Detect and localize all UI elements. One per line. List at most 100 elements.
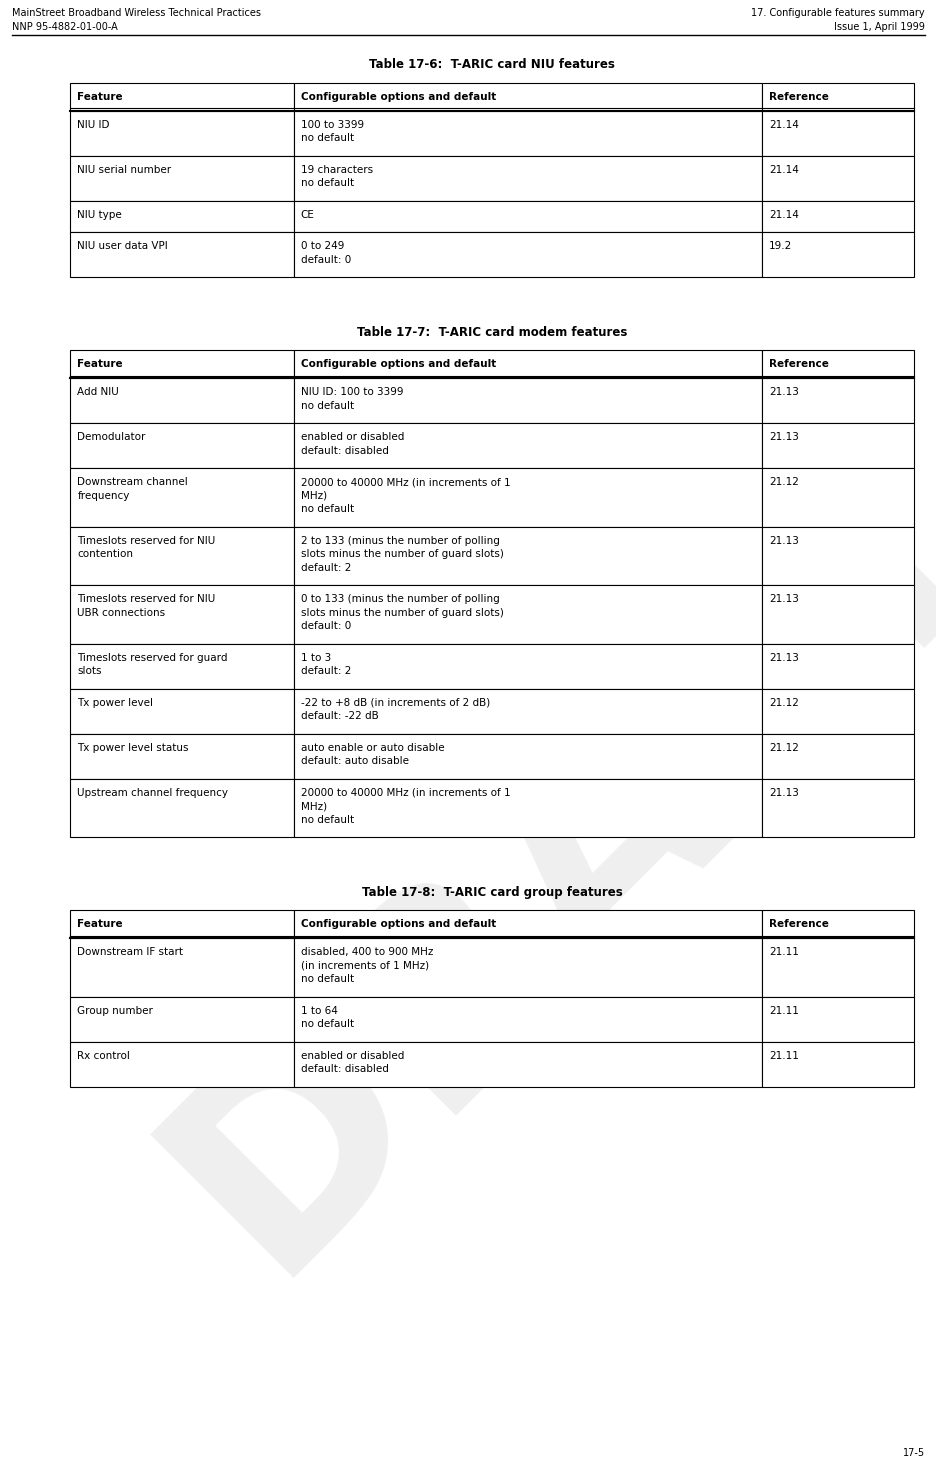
Text: Reference: Reference: [768, 92, 827, 102]
Text: default: auto disable: default: auto disable: [300, 757, 408, 766]
Text: 21.13: 21.13: [768, 432, 797, 443]
Text: Table 17-6:  T-ARIC card NIU features: Table 17-6: T-ARIC card NIU features: [369, 59, 614, 71]
Bar: [70, 201, 294, 233]
Text: UBR connections: UBR connections: [77, 608, 166, 618]
Bar: [761, 689, 913, 734]
Text: MHz): MHz): [300, 492, 327, 500]
Bar: [761, 996, 913, 1042]
Bar: [294, 468, 761, 527]
Bar: [761, 779, 913, 837]
Text: Configurable options and default: Configurable options and default: [300, 920, 495, 930]
Bar: [761, 350, 913, 378]
Text: Reference: Reference: [768, 360, 827, 369]
Text: NIU serial number: NIU serial number: [77, 165, 171, 176]
Text: Downstream IF start: Downstream IF start: [77, 948, 183, 958]
Bar: [294, 156, 761, 201]
Text: 21.11: 21.11: [768, 1051, 797, 1061]
Text: default: -22 dB: default: -22 dB: [300, 711, 378, 722]
Bar: [70, 468, 294, 527]
Bar: [70, 939, 294, 996]
Text: 0 to 249: 0 to 249: [300, 242, 344, 251]
Text: 21.13: 21.13: [768, 388, 797, 397]
Text: enabled or disabled: enabled or disabled: [300, 1051, 403, 1061]
Text: Feature: Feature: [77, 92, 123, 102]
Text: Feature: Feature: [77, 920, 123, 930]
Bar: [761, 156, 913, 201]
Text: MainStreet Broadband Wireless Technical Practices: MainStreet Broadband Wireless Technical …: [12, 7, 261, 18]
Text: 21.13: 21.13: [768, 652, 797, 663]
Text: CE: CE: [300, 210, 314, 220]
Bar: [70, 734, 294, 779]
Text: 19 characters: 19 characters: [300, 165, 373, 176]
Bar: [70, 424, 294, 468]
Text: Rx control: Rx control: [77, 1051, 130, 1061]
Bar: [294, 527, 761, 586]
Text: no default: no default: [300, 974, 354, 984]
Text: NIU type: NIU type: [77, 210, 122, 220]
Text: disabled, 400 to 900 MHz: disabled, 400 to 900 MHz: [300, 948, 432, 958]
Bar: [761, 111, 913, 156]
Bar: [761, 233, 913, 277]
Text: 1 to 3: 1 to 3: [300, 652, 330, 663]
Text: Timeslots reserved for NIU: Timeslots reserved for NIU: [77, 536, 215, 546]
Text: 21.13: 21.13: [768, 788, 797, 799]
Bar: [294, 586, 761, 644]
Text: Group number: Group number: [77, 1007, 153, 1015]
Text: 19.2: 19.2: [768, 242, 791, 251]
Text: no default: no default: [300, 133, 354, 143]
Bar: [294, 350, 761, 378]
Bar: [761, 1042, 913, 1086]
Text: Upstream channel frequency: Upstream channel frequency: [77, 788, 228, 799]
Text: NIU ID: NIU ID: [77, 120, 110, 130]
Bar: [70, 689, 294, 734]
Text: Table 17-8:  T-ARIC card group features: Table 17-8: T-ARIC card group features: [361, 886, 622, 899]
Text: no default: no default: [300, 505, 354, 515]
Text: 21.12: 21.12: [768, 698, 797, 708]
Bar: [761, 83, 913, 111]
Text: 20000 to 40000 MHz (in increments of 1: 20000 to 40000 MHz (in increments of 1: [300, 788, 510, 799]
Text: auto enable or auto disable: auto enable or auto disable: [300, 742, 444, 753]
Text: Configurable options and default: Configurable options and default: [300, 92, 495, 102]
Text: contention: contention: [77, 549, 133, 559]
Text: 20000 to 40000 MHz (in increments of 1: 20000 to 40000 MHz (in increments of 1: [300, 478, 510, 487]
Bar: [761, 424, 913, 468]
Bar: [294, 233, 761, 277]
Text: 21.12: 21.12: [768, 742, 797, 753]
Text: default: disabled: default: disabled: [300, 446, 388, 456]
Text: 17-5: 17-5: [902, 1448, 924, 1458]
Text: 100 to 3399: 100 to 3399: [300, 120, 363, 130]
Text: MHz): MHz): [300, 801, 327, 812]
Text: Timeslots reserved for NIU: Timeslots reserved for NIU: [77, 595, 215, 605]
Bar: [70, 779, 294, 837]
Text: Feature: Feature: [77, 360, 123, 369]
Bar: [70, 996, 294, 1042]
Text: NNP 95-4882-01-00-A: NNP 95-4882-01-00-A: [12, 22, 118, 32]
Text: slots minus the number of guard slots): slots minus the number of guard slots): [300, 549, 503, 559]
Bar: [70, 1042, 294, 1086]
Bar: [70, 527, 294, 586]
Bar: [70, 350, 294, 378]
Text: slots: slots: [77, 667, 102, 676]
Bar: [294, 734, 761, 779]
Text: 21.12: 21.12: [768, 478, 797, 487]
Text: 21.11: 21.11: [768, 948, 797, 958]
Text: (in increments of 1 MHz): (in increments of 1 MHz): [300, 961, 429, 971]
Text: 1 to 64: 1 to 64: [300, 1007, 337, 1015]
Text: Downstream channel: Downstream channel: [77, 478, 188, 487]
Text: 0 to 133 (minus the number of polling: 0 to 133 (minus the number of polling: [300, 595, 499, 605]
Text: default: 2: default: 2: [300, 562, 351, 573]
Bar: [70, 378, 294, 424]
Bar: [70, 156, 294, 201]
Bar: [761, 468, 913, 527]
Text: default: 0: default: 0: [300, 255, 351, 266]
Text: enabled or disabled: enabled or disabled: [300, 432, 403, 443]
Text: 21.13: 21.13: [768, 595, 797, 605]
Bar: [294, 996, 761, 1042]
Text: 21.14: 21.14: [768, 210, 797, 220]
Text: no default: no default: [300, 815, 354, 825]
Bar: [294, 689, 761, 734]
Text: no default: no default: [300, 401, 354, 410]
Bar: [294, 111, 761, 156]
Text: -22 to +8 dB (in increments of 2 dB): -22 to +8 dB (in increments of 2 dB): [300, 698, 490, 708]
Text: 2 to 133 (minus the number of polling: 2 to 133 (minus the number of polling: [300, 536, 499, 546]
